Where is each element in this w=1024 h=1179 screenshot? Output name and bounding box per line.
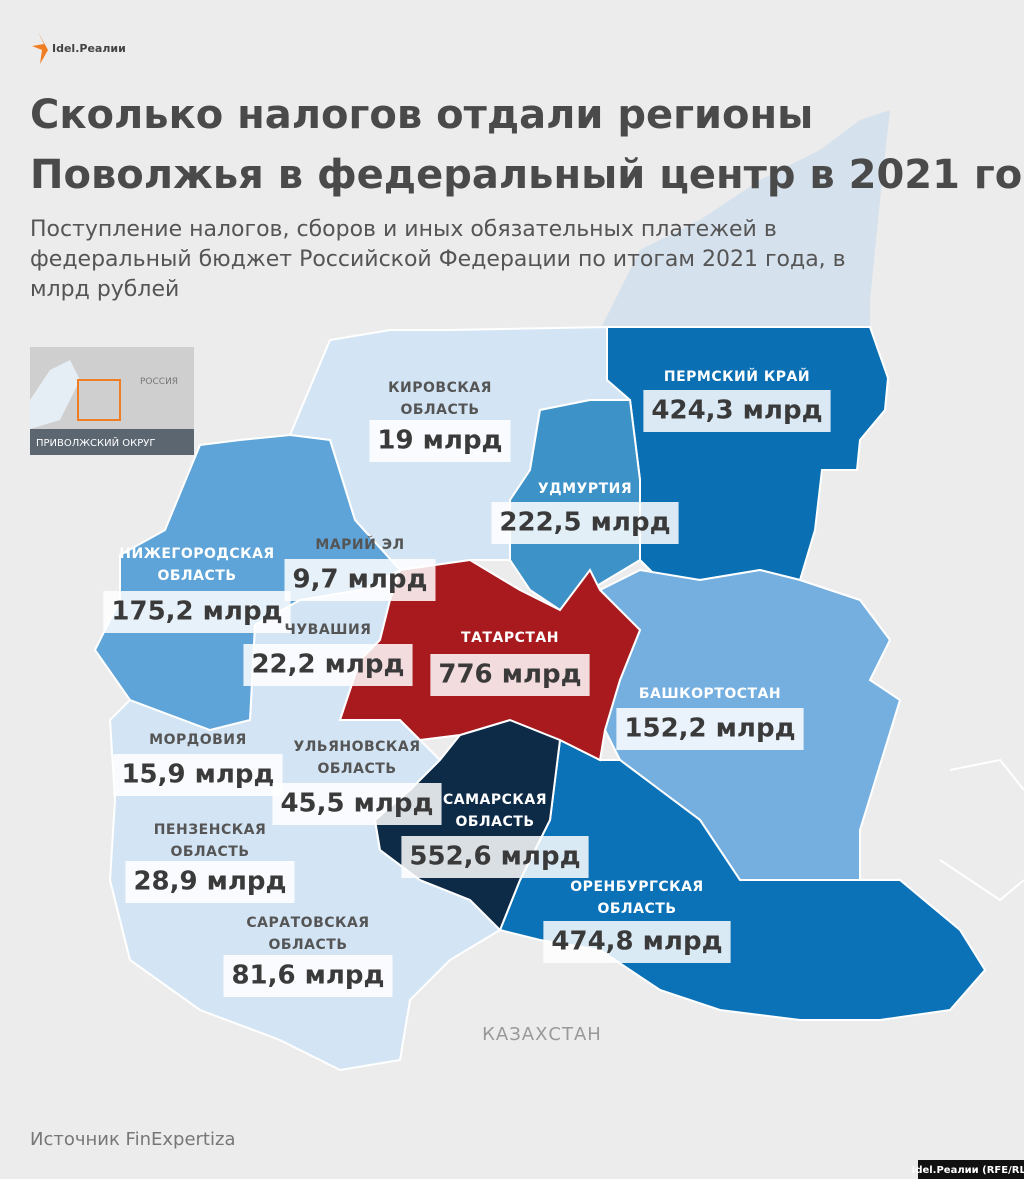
value-box — [272, 783, 442, 825]
region-name: УЛЬЯНОВСКАЯ — [294, 739, 421, 755]
value-box — [284, 559, 436, 601]
region-name: САРАТОВСКАЯ — [246, 915, 369, 931]
value-box — [125, 861, 295, 903]
inset-frame — [77, 379, 121, 421]
value-box — [543, 921, 731, 963]
region-label: САМАРСКАЯ ОБЛАСТЬ 552,6 млрд — [401, 792, 589, 878]
region-name: ПЕНЗЕНСКАЯ — [154, 822, 267, 838]
region-name: ОБЛАСТЬ — [170, 844, 249, 860]
neighbor-outline — [939, 758, 1024, 902]
region-name: ОРЕНБУРГСКАЯ — [570, 879, 703, 895]
value-box — [491, 502, 679, 544]
region-name: ПЕРМСКИЙ КРАЙ — [664, 368, 810, 385]
region-value: 552,6 млрд — [409, 842, 580, 872]
logo-icon — [32, 32, 48, 64]
inset-map: РОССИЯ ПРИВОЛЖСКИЙ ОКРУГ — [30, 347, 194, 455]
region-name: МАРИЙ ЭЛ — [315, 536, 404, 553]
region-value: 45,5 млрд — [280, 789, 433, 819]
region-label: МАРИЙ ЭЛ 9,7 млрд — [284, 536, 436, 601]
source: Источник FinExpertiza — [30, 1129, 235, 1150]
value-box — [113, 754, 283, 796]
subtitle-line: Поступление налогов, сборов и иных обяза… — [30, 217, 777, 242]
logo-text: Idel.Реалии — [52, 42, 126, 55]
region-name: МОРДОВИЯ — [149, 732, 247, 748]
region-name: БАШКОРТОСТАН — [639, 686, 781, 702]
region-value: 776 млрд — [438, 660, 581, 690]
neighbor-label: КАЗАХСТАН — [482, 1024, 602, 1045]
region-label: ПЕНЗЕНСКАЯ ОБЛАСТЬ 28,9 млрд — [125, 822, 295, 903]
region-label: ЧУВАШИЯ 22,2 млрд — [243, 622, 413, 686]
region-label: БАШКОРТОСТАН 152,2 млрд — [616, 686, 804, 750]
region-value: 28,9 млрд — [133, 867, 286, 897]
value-box — [616, 708, 804, 750]
region-name: ОБЛАСТЬ — [317, 761, 396, 777]
region-label: ОРЕНБУРГСКАЯ ОБЛАСТЬ 474,8 млрд — [543, 879, 731, 963]
credit: Idel.Реалии (RFE/RL) — [912, 1165, 1024, 1176]
value-box — [103, 591, 291, 633]
region-name: ОБЛАСТЬ — [400, 402, 479, 418]
inset-caption-bg — [30, 429, 194, 455]
title-line: Сколько налогов отдали регионы — [30, 92, 813, 138]
region-value: 424,3 млрд — [651, 396, 822, 426]
value-box — [223, 955, 393, 997]
logo: Idel.Реалии — [32, 32, 126, 64]
region-value: 15,9 млрд — [121, 760, 274, 790]
region-value: 19 млрд — [377, 426, 502, 456]
region-name: ОБЛАСТЬ — [268, 937, 347, 953]
russia-background — [600, 110, 890, 330]
region-label: САРАТОВСКАЯ ОБЛАСТЬ 81,6 млрд — [223, 915, 393, 997]
region-value: 474,8 млрд — [551, 927, 722, 957]
region-name: НИЖЕГОРОДСКАЯ — [119, 546, 274, 562]
value-box — [369, 420, 511, 462]
region-name: УДМУРТИЯ — [538, 481, 632, 497]
region-name: ЧУВАШИЯ — [285, 622, 372, 638]
subtitle-line: млрд рублей — [30, 277, 179, 302]
value-box — [401, 836, 589, 878]
inset-country: РОССИЯ — [140, 377, 178, 387]
region-name: САМАРСКАЯ — [443, 792, 547, 808]
value-box — [243, 644, 413, 686]
region-value: 22,2 млрд — [251, 650, 404, 680]
region-label: УДМУРТИЯ 222,5 млрд — [491, 481, 679, 544]
region-label: ТАТАРСТАН 776 млрд — [430, 630, 590, 696]
region-name: ТАТАРСТАН — [461, 630, 559, 646]
region-value: 222,5 млрд — [499, 508, 670, 538]
region-label: КИРОВСКАЯ ОБЛАСТЬ 19 млрд — [369, 380, 511, 462]
value-box — [643, 390, 831, 432]
title-line: Поволжья в федеральный центр в 2021 году — [30, 152, 1024, 198]
region-label: МОРДОВИЯ 15,9 млрд — [113, 732, 283, 796]
region-name: ОБЛАСТЬ — [157, 568, 236, 584]
region-label: УЛЬЯНОВСКАЯ ОБЛАСТЬ 45,5 млрд — [272, 739, 442, 825]
region-value: 9,7 млрд — [292, 565, 427, 595]
region-value: 81,6 млрд — [231, 961, 384, 991]
region-name: ОБЛАСТЬ — [597, 901, 676, 917]
region-name: ОБЛАСТЬ — [455, 814, 534, 830]
credit-bg — [918, 1160, 1024, 1179]
inset-land — [30, 360, 80, 429]
region-value: 152,2 млрд — [624, 714, 795, 744]
region-label: ПЕРМСКИЙ КРАЙ 424,3 млрд — [643, 368, 831, 432]
subtitle-line: федеральный бюджет Российской Федерации … — [30, 247, 846, 272]
value-box — [430, 654, 590, 696]
region-name: КИРОВСКАЯ — [388, 380, 492, 396]
region-value: 175,2 млрд — [111, 597, 282, 627]
inset-district: ПРИВОЛЖСКИЙ ОКРУГ — [36, 436, 155, 449]
region-label: НИЖЕГОРОДСКАЯ ОБЛАСТЬ 175,2 млрд — [103, 546, 291, 633]
